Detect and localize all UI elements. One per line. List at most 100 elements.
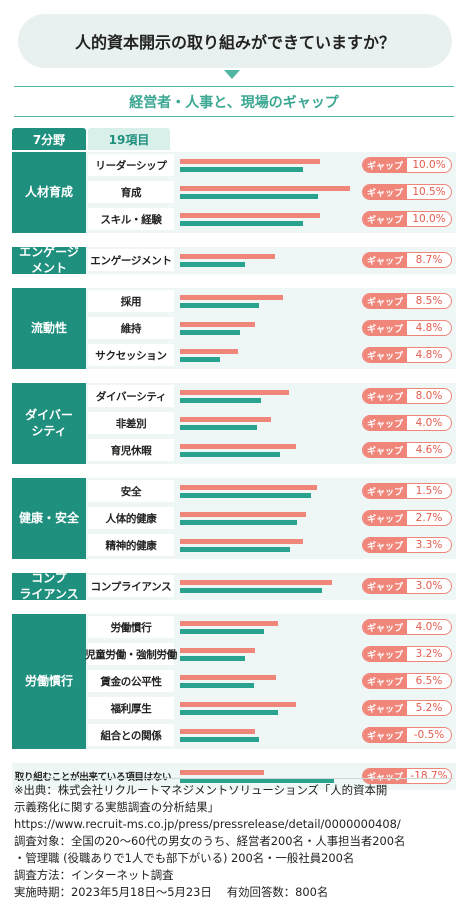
bar-exec (180, 254, 275, 259)
bar-staff (180, 167, 303, 172)
gap-value: 10.0% (412, 159, 446, 171)
bar-exec (180, 444, 296, 449)
gap-badge: ギャップ 4.8% (362, 320, 452, 336)
gap-value: 3.0% (415, 580, 443, 592)
bar-staff (180, 330, 240, 335)
note-line: ※出典：株式会社リクルートマネジメントソリューションズ「人的資本開 (14, 783, 388, 797)
note-line: 調査対象：全国の20～60代の男女のうち、経営者200名・人事担当者200名 (14, 834, 406, 848)
gap-badge: ギャップ 8.0% (362, 388, 452, 404)
gap-label: ギャップ (363, 728, 407, 742)
source-notes: ※出典：株式会社リクルートマネジメントソリューションズ「人的資本開 示義務化に関す… (14, 782, 458, 901)
gap-value: -0.5% (413, 729, 445, 741)
item-label: 賃金の公平性 (88, 670, 174, 692)
bar-exec (180, 580, 333, 585)
category-label: エンゲージ メント (12, 245, 86, 275)
gap-label: ギャップ (363, 294, 407, 308)
bar-staff (180, 710, 278, 715)
gap-label: ギャップ (363, 511, 407, 525)
gap-badge: ギャップ 8.5% (362, 293, 452, 309)
gap-value: 1.5% (415, 485, 443, 497)
category-label: 健康・安全 (12, 478, 86, 559)
gap-badge: ギャップ 5.2% (362, 700, 452, 716)
item-label: サクセッション (88, 344, 174, 366)
bar-exec (180, 390, 289, 395)
bar-exec (180, 322, 256, 327)
item-label: ダイバーシティ (88, 385, 174, 407)
gap-value: 10.5% (412, 186, 446, 198)
gap-label: ギャップ (363, 253, 407, 267)
gap-label: ギャップ (363, 647, 407, 661)
gap-badge: ギャップ 10.5% (362, 184, 452, 200)
gap-badge: ギャップ 3.3% (362, 537, 452, 553)
gap-value: -18.7% (410, 770, 448, 782)
gap-value: 4.8% (415, 349, 443, 361)
bar-staff (180, 547, 291, 552)
bar-exec (180, 539, 303, 544)
item-label: スキル・経験 (88, 208, 174, 230)
bar-exec (180, 770, 264, 775)
gap-label: ギャップ (363, 443, 407, 457)
gap-label: ギャップ (363, 538, 407, 552)
gap-badge: ギャップ 10.0% (362, 211, 452, 227)
category-label: ダイバー シティ (12, 383, 86, 464)
divider (14, 86, 454, 87)
bar-staff (180, 194, 319, 199)
bar-exec (180, 295, 284, 300)
gap-badge: ギャップ 4.6% (362, 442, 452, 458)
gap-value: 5.2% (415, 702, 443, 714)
item-label: 組合との関係 (88, 724, 174, 746)
category-label: 流動性 (12, 288, 86, 369)
gap-value: 3.2% (415, 648, 443, 660)
gap-value: 10.0% (412, 213, 446, 225)
item-label: 採用 (88, 290, 174, 312)
gap-badge: ギャップ 2.7% (362, 510, 452, 526)
gap-value: 4.8% (415, 322, 443, 334)
item-label: 非差別 (88, 412, 174, 434)
bar-exec (180, 675, 277, 680)
gap-value: 8.5% (415, 295, 443, 307)
gap-badge: ギャップ 10.0% (362, 157, 452, 173)
bar-exec (180, 159, 320, 164)
header-items: 19項目 (88, 128, 170, 150)
bar-exec (180, 729, 256, 734)
gap-label: ギャップ (363, 321, 407, 335)
item-label: 労働慣行 (88, 616, 174, 638)
bar-exec (180, 417, 271, 422)
gap-value: 8.0% (415, 390, 443, 402)
gap-badge: ギャップ 1.5% (362, 483, 452, 499)
bar-staff (180, 221, 303, 226)
gap-label: ギャップ (363, 185, 407, 199)
item-label: エンゲージメント (88, 249, 174, 271)
gap-label: ギャップ (363, 484, 407, 498)
item-label: 維持 (88, 317, 174, 339)
category-label: 人材育成 (12, 152, 86, 233)
item-label: 精神的健康 (88, 534, 174, 556)
gap-badge: ギャップ 8.7% (362, 252, 452, 268)
question-banner: 人的資本開示の取り組みができていますか？ (18, 14, 452, 68)
bar-staff (180, 778, 334, 783)
header-categories: 7分野 (12, 128, 86, 150)
item-label: 児童労働・強制労働 (85, 643, 177, 665)
bar-exec (180, 186, 350, 191)
gap-label: ギャップ (363, 212, 407, 226)
bar-exec (180, 702, 296, 707)
bar-staff (180, 683, 254, 688)
gap-value: 2.7% (415, 512, 443, 524)
bar-staff (180, 520, 298, 525)
gap-label: ギャップ (363, 620, 407, 634)
bar-staff (180, 629, 264, 634)
bar-exec (180, 485, 317, 490)
gap-badge: ギャップ 6.5% (362, 673, 452, 689)
category-label: コンプ ライアンス (12, 571, 86, 601)
bar-staff (180, 452, 280, 457)
bar-exec (180, 213, 320, 218)
gap-badge: ギャップ 4.8% (362, 347, 452, 363)
bar-staff (180, 262, 245, 267)
gap-label: ギャップ (363, 348, 407, 362)
divider (14, 116, 454, 117)
bar-staff (180, 425, 257, 430)
bar-staff (180, 398, 261, 403)
item-label: 育児休暇 (88, 439, 174, 461)
item-label: 取り組むことが出来ている項目はない (12, 765, 174, 787)
note-line: ・管理職 (役職ありで1人でも部下がいる) 200名・一般社員200名 (14, 851, 355, 865)
